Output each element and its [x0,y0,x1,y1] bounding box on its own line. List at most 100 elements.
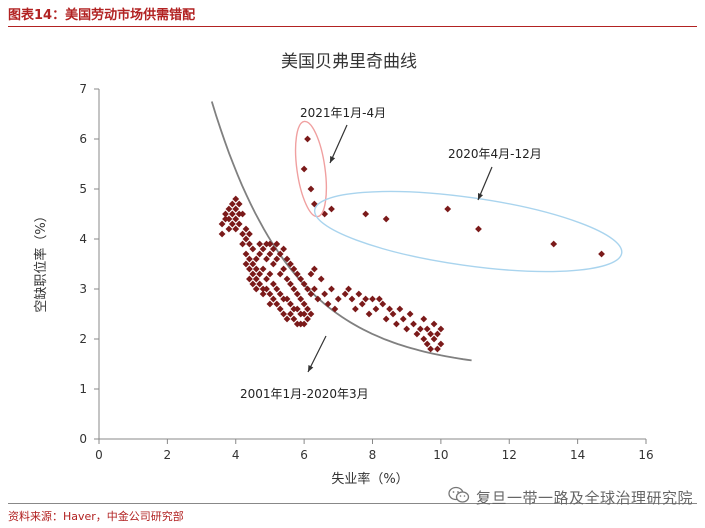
point-2001-2020 [290,265,298,273]
point-2001-2020 [266,300,274,308]
point-2001-2020 [246,230,253,238]
point-2001-2020 [389,310,397,318]
ellipse-2020 [313,190,623,273]
point-2001-2020 [269,295,277,303]
annotation-2021: 2021年1月-4月 [300,106,386,120]
point-2001-2020 [266,250,274,258]
point-2001-2020 [345,285,352,293]
arrow-2020 [477,166,493,201]
point-2001-2020 [290,305,298,313]
point-2001-2020 [300,300,308,308]
point-2001-2020 [331,305,339,313]
point-2001-2020 [297,275,305,283]
x-tick-label: 0 [95,448,103,462]
figure-label: 图表14：美国劳动市场供需错配 [8,8,196,23]
point-2001-2020 [423,340,431,348]
point-2001-2020 [382,315,390,323]
point-2001-2020 [297,310,305,318]
point-2001-2020 [348,295,356,303]
x-tick-label: 4 [232,448,240,462]
y-tick-label: 7 [79,82,87,96]
point-2001-2020 [249,260,257,268]
point-2001-2020 [393,320,400,328]
point-2001-2020 [280,295,288,303]
x-tick-label: 2 [164,448,172,462]
chart-title: 美国贝弗里奇曲线 [281,52,417,72]
point-2001-2020 [290,315,298,323]
point-2001-2020 [287,310,294,318]
point-2001-2020 [218,230,226,238]
point-2001-2020 [222,215,229,223]
trend-curve [210,101,472,362]
y-tick-label: 3 [79,282,87,296]
header-rule [8,26,697,27]
point-2001-2020 [420,335,428,343]
arrow-shaft [329,124,348,164]
point-2020 [475,225,482,233]
point-2001-2020 [259,245,267,253]
point-2001-2020 [242,235,250,243]
point-2001-2020 [242,260,250,268]
point-2001-2020 [273,255,281,263]
point-2001-2020 [276,290,284,298]
point-2001-2020 [355,290,363,298]
point-2001-2020 [293,320,301,328]
point-2021 [300,165,308,173]
point-2001-2020 [352,305,359,313]
point-2001-2020 [334,295,342,303]
point-2001-2020 [249,245,257,253]
highlight-ellipses [294,120,623,273]
x-tick-label: 6 [300,448,308,462]
point-2001-2020 [228,200,236,208]
point-2001-2020 [297,320,305,328]
point-2001-2020 [235,210,243,218]
point-2001-2020 [273,300,281,308]
point-2001-2020 [372,305,380,313]
point-2001-2020 [263,255,270,263]
trend-line [210,101,472,362]
point-2001-2020 [259,285,267,293]
y-tick-label: 2 [79,332,87,346]
point-2001-2020 [386,305,393,313]
point-2001-2020 [239,210,246,218]
point-2001-2020 [437,340,445,348]
point-2001-2020 [413,330,421,338]
arrow-2021 [329,124,348,164]
point-2001-2020 [259,265,267,273]
annotation-2020: 2020年4月-12月 [448,147,542,161]
point-2001-2020 [259,290,267,298]
arrow-head [330,156,336,163]
footer-rule [8,503,697,504]
point-2001-2020 [249,280,257,288]
point-2001-2020 [239,240,246,248]
point-2001-2020 [423,325,431,333]
point-2001-2020 [273,285,281,293]
point-2001-2020 [434,330,441,338]
point-2001-2020 [283,255,291,263]
point-2001-2020 [256,250,264,258]
point-2001-2020 [232,195,240,203]
point-2001-2020 [324,300,332,308]
annotation-arrows [307,124,493,373]
point-2001-2020 [252,265,260,273]
arrow-2001-2020 [307,335,327,373]
point-2001-2020 [269,260,277,268]
point-2001-2020 [300,320,308,328]
point-2001-2020 [369,295,376,303]
point-2001-2020 [304,305,311,313]
point-2001-2020 [300,310,308,318]
y-tick-label: 5 [79,182,87,196]
point-2001-2020 [287,300,294,308]
point-2021 [307,185,315,193]
point-2001-2020 [317,275,325,283]
point-2001-2020 [269,280,277,288]
point-2001-2020 [430,335,438,343]
point-2001-2020 [328,285,335,293]
point-2001-2020 [403,325,411,333]
arrow-head [308,365,314,372]
x-tick-label: 10 [433,448,448,462]
source-note: 资料来源：Haver，中金公司研究部 [8,510,184,523]
point-2001-2020 [430,320,438,328]
